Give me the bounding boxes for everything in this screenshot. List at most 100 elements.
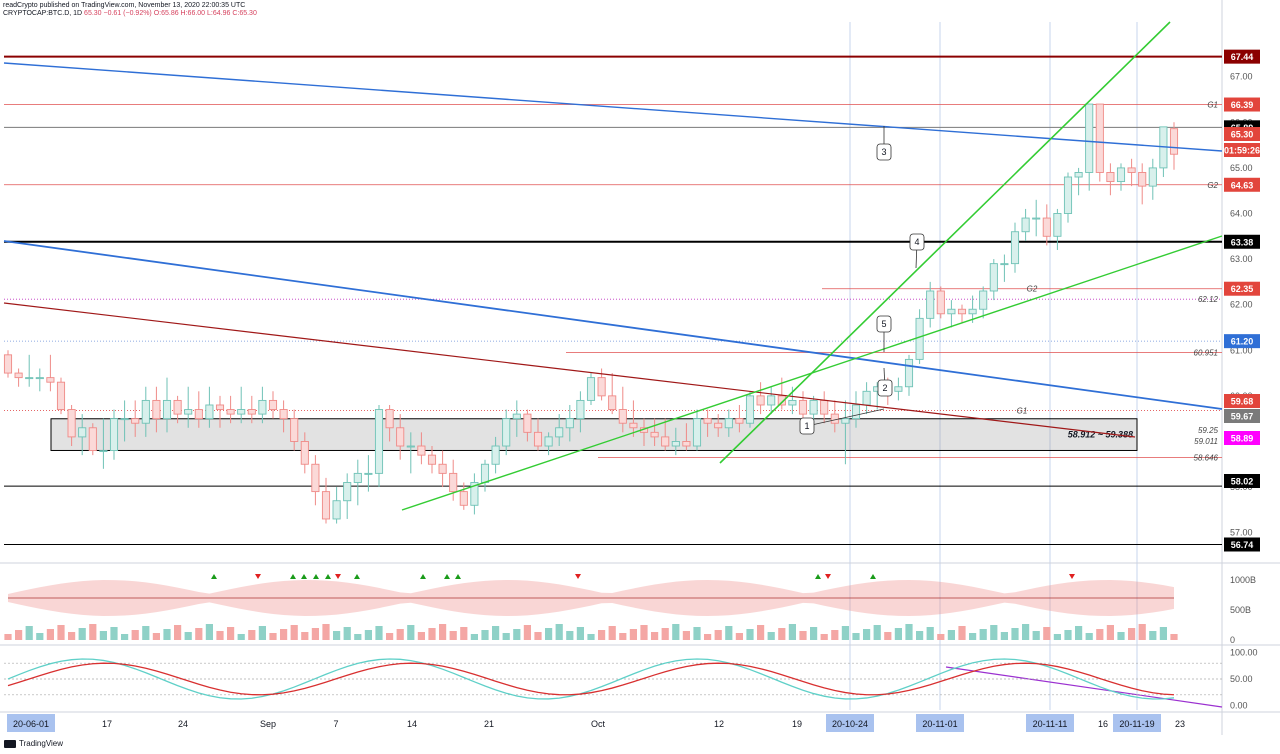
volume-bar (693, 627, 701, 640)
volume-bar (958, 626, 966, 640)
candle-body (703, 418, 712, 424)
up-signal-icon (325, 574, 331, 579)
candle-body (279, 409, 288, 420)
candle-body (979, 290, 988, 310)
price-badge-label: 61.20 (1231, 337, 1254, 347)
candle-body (88, 427, 97, 452)
horizontal-levels (4, 55, 1222, 545)
volume-bar (364, 630, 372, 640)
volume-bar (407, 625, 415, 640)
price-badge-label: 65.30 (1231, 130, 1254, 140)
volume-bar (89, 624, 97, 640)
quote-values: 65.30 −0.61 (−0.92%) O:65.86 H:66.00 L:6… (84, 10, 257, 17)
volume-bar (926, 627, 934, 640)
candle-body (120, 418, 129, 421)
candle-body (809, 399, 818, 415)
price-badge (1224, 143, 1260, 157)
volume-bar (1032, 631, 1040, 640)
candle-body (671, 441, 680, 447)
candle-body (99, 450, 108, 453)
volume-bar (322, 624, 330, 640)
level-note: 58.646 (1194, 454, 1219, 463)
oscillator-panel: 100.00 50.00 0.00 (4, 648, 1258, 710)
candle-body (1053, 213, 1062, 237)
time-axis: 20-06-01 17 24 Sep 7 14 21 Oct 12 19 20-10-24 20-11… (7, 714, 1185, 732)
time-tick-label: 19 (792, 719, 802, 729)
candle-body (427, 454, 437, 465)
volume-bar (513, 629, 521, 640)
volume-bar (799, 631, 807, 640)
up-signal-icon (301, 574, 307, 579)
price-tick-label: 63.00 (1230, 254, 1253, 264)
level-note: 59.011 (1194, 437, 1218, 446)
volume-bar (1064, 630, 1072, 640)
candle-body (46, 377, 55, 383)
candles (3, 103, 1179, 524)
candle-body (67, 409, 76, 438)
candle-body (162, 399, 172, 420)
candle-body (290, 418, 299, 442)
candle-body (78, 427, 87, 438)
up-signal-icon (211, 574, 217, 579)
candle-body (1063, 176, 1073, 214)
volume-bar (545, 628, 553, 640)
candle-body (894, 386, 903, 392)
candle-body (629, 422, 638, 429)
candle-body (767, 395, 776, 406)
volume-bar (704, 634, 712, 640)
volume-bar (205, 624, 213, 640)
candle-body (449, 472, 458, 493)
callout-label: 4 (914, 237, 919, 247)
candle-body (904, 358, 914, 388)
candle-body (798, 399, 808, 415)
candle-body (1010, 231, 1020, 265)
support-zone-label: 58.912 ~ 59.388 (1068, 430, 1133, 440)
price-badge (1224, 537, 1260, 552)
level-note: 62.12 (1198, 295, 1219, 304)
volume-bar (619, 633, 627, 640)
candle-body (777, 395, 786, 406)
candle-body (141, 399, 150, 424)
price-badge (1224, 334, 1260, 349)
time-tick-label: 12 (714, 719, 724, 729)
volume-bar (142, 626, 150, 640)
volume-tick-label: 500B (1230, 605, 1251, 615)
candle-body (926, 290, 935, 319)
volume-bar (947, 630, 955, 640)
candle-body (586, 377, 596, 401)
volume-bar (216, 631, 224, 640)
symbol-quote-line: CRYPTOCAP:BTC.D, 1D 65.30 −0.61 (−0.92%)… (3, 10, 257, 18)
trend-line (3, 240, 1223, 410)
volume-bar (492, 626, 500, 640)
time-tick-label: Sep (260, 719, 276, 729)
volume-bar (1053, 634, 1061, 640)
tradingview-footer[interactable]: TradingView (4, 739, 63, 748)
candle-body (1032, 217, 1041, 220)
volume-bar (333, 631, 341, 640)
callout-bubble (877, 379, 893, 397)
volume-bar (534, 632, 542, 640)
oscillator-slow-line (7, 662, 1175, 696)
date-highlight (7, 714, 55, 732)
candle-body (14, 372, 23, 379)
candle-body (247, 409, 256, 415)
publisher-line: readCrypto published on TradingView.com,… (3, 2, 246, 9)
volume-bar (481, 630, 489, 640)
candle-body (385, 409, 394, 429)
volume-bar (1159, 627, 1167, 640)
volume-bar (460, 627, 468, 640)
level-note: G2 (1027, 285, 1038, 294)
volume-bar (767, 632, 775, 640)
price-tick-label: 64.00 (1230, 208, 1253, 218)
volume-bar (788, 624, 796, 640)
callout-bubble (876, 315, 892, 333)
candle-body (862, 390, 871, 406)
oscillator-tick-label: 100.00 (1230, 648, 1258, 658)
volume-bar (576, 627, 584, 640)
price-badge (1224, 127, 1260, 141)
candle-body (502, 418, 511, 447)
trend-lines (3, 21, 1223, 708)
volume-bar (131, 630, 139, 640)
callout-label: 5 (881, 319, 886, 329)
